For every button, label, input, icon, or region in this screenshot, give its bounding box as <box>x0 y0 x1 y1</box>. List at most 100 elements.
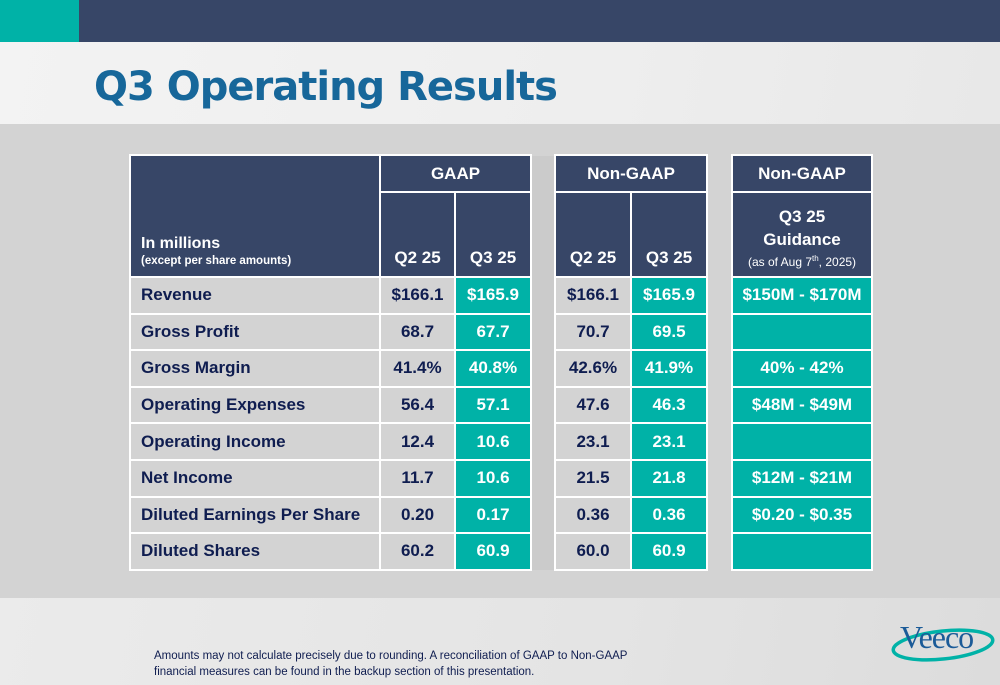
gaap-table-row: Operating Expenses 56.4 57.1 <box>129 385 532 425</box>
gaap-table-row: Gross Profit 68.7 67.7 <box>129 312 532 352</box>
guidance-value <box>731 422 873 461</box>
nongaap-table-row: 47.6 46.3 <box>554 385 709 425</box>
gaap-table-row: Operating Income 12.4 10.6 <box>129 422 532 461</box>
guidance-note-suffix: , 2025) <box>818 255 857 269</box>
guidance-table-row <box>731 312 873 352</box>
guidance-value: 40% - 42% <box>731 349 873 388</box>
nongaap-group-header: Non-GAAP <box>553 154 709 193</box>
page-title: Q3 Operating Results <box>94 64 558 110</box>
gaap-col-q2: Q2 25 <box>379 191 456 278</box>
guidance-table-row: 40% - 42% <box>731 349 873 388</box>
nongaap-table-row: 23.1 23.1 <box>554 422 709 461</box>
guidance-value <box>731 532 873 571</box>
gaap-table-row: Diluted Shares 60.2 60.9 <box>129 532 532 571</box>
guidance-table-row <box>731 422 873 461</box>
footer-band <box>0 598 1000 685</box>
guidance-value <box>731 312 873 352</box>
gaap-col-q3: Q3 25 <box>454 191 532 278</box>
guidance-value: $12M - $21M <box>731 458 873 498</box>
footnote-line-1: Amounts may not calculate precisely due … <box>154 650 628 662</box>
gaap-q3-value: 10.6 <box>454 422 532 461</box>
guidance-note-sup: th <box>812 254 819 263</box>
gaap-q3-value: 40.8% <box>454 349 532 388</box>
nongaap-q3-value: $165.9 <box>629 276 709 315</box>
nongaap-q3-value: 46.3 <box>629 385 709 425</box>
nongaap-q2-value: $166.1 <box>554 276 632 315</box>
label-header-main: In millions <box>141 235 221 252</box>
gaap-q3-value: 10.6 <box>454 458 532 498</box>
guidance-col-line1: Q3 25 <box>778 207 826 226</box>
row-label: Operating Income <box>129 422 381 461</box>
guidance-value: $150M - $170M <box>731 276 873 315</box>
nongaap-col-q2: Q2 25 <box>554 191 632 278</box>
gaap-q3-value: 0.17 <box>454 495 532 535</box>
table-gap <box>530 156 554 570</box>
gaap-table: In millions (except per share amounts) G… <box>129 154 532 571</box>
guidance-group-header: Non-GAAP <box>731 154 873 193</box>
nongaap-table-row: 60.0 60.9 <box>554 532 709 571</box>
guidance-table-row: $12M - $21M <box>731 458 873 498</box>
nongaap-q3-value: 69.5 <box>629 312 709 352</box>
guidance-table-row <box>731 532 873 571</box>
nongaap-q2-value: 60.0 <box>554 532 632 571</box>
gaap-q2-value: 56.4 <box>379 385 456 425</box>
label-header: In millions (except per share amounts) <box>129 154 381 278</box>
nongaap-table-row: 42.6% 41.9% <box>554 349 709 388</box>
gaap-q3-value: 60.9 <box>454 532 532 571</box>
gaap-q2-value: 0.20 <box>379 495 456 535</box>
nongaap-table-row: 0.36 0.36 <box>554 495 709 535</box>
nongaap-q3-value: 21.8 <box>629 458 709 498</box>
guidance-table: Non-GAAP Q3 25 Guidance (as of Aug 7th, … <box>731 154 873 571</box>
nongaap-q3-value: 23.1 <box>629 422 709 461</box>
row-label: Diluted Earnings Per Share <box>129 495 381 535</box>
gaap-group-header: GAAP <box>379 154 532 193</box>
gaap-q2-value: 41.4% <box>379 349 456 388</box>
guidance-note-prefix: (as of Aug 7 <box>747 255 812 269</box>
nongaap-q2-value: 42.6% <box>554 349 632 388</box>
nongaap-table-row: 21.5 21.8 <box>554 458 709 498</box>
guidance-col-note: (as of Aug 7th, 2025) <box>733 251 871 270</box>
gaap-q2-value: 60.2 <box>379 532 456 571</box>
gaap-table-row: Net Income 11.7 10.6 <box>129 458 532 498</box>
nongaap-q2-value: 47.6 <box>554 385 632 425</box>
top-accent-block <box>0 0 79 42</box>
nongaap-table-row: 70.7 69.5 <box>554 312 709 352</box>
gaap-q2-value: 68.7 <box>379 312 456 352</box>
nongaap-q2-value: 23.1 <box>554 422 632 461</box>
logo-text: Veeco <box>900 619 974 655</box>
gaap-table-row: Revenue $166.1 $165.9 <box>129 276 532 315</box>
nongaap-table: Non-GAAP Q2 25 Q3 25 $166.1 $165.9 70.7 69.… <box>553 154 709 571</box>
row-label: Gross Margin <box>129 349 381 388</box>
gaap-q2-value: $166.1 <box>379 276 456 315</box>
guidance-value: $48M - $49M <box>731 385 873 425</box>
veeco-logo: Veeco <box>888 615 998 670</box>
row-label: Gross Profit <box>129 312 381 352</box>
guidance-col-header: Q3 25 Guidance (as of Aug 7th, 2025) <box>731 191 873 278</box>
guidance-table-row: $150M - $170M <box>731 276 873 315</box>
nongaap-table-row: $166.1 $165.9 <box>554 276 709 315</box>
row-label: Operating Expenses <box>129 385 381 425</box>
guidance-col-line2: Guidance <box>763 230 841 249</box>
gaap-table-row: Diluted Earnings Per Share 0.20 0.17 <box>129 495 532 535</box>
veeco-swoosh-icon <box>891 628 995 662</box>
row-label: Diluted Shares <box>129 532 381 571</box>
nongaap-q2-value: 0.36 <box>554 495 632 535</box>
nongaap-q3-value: 60.9 <box>629 532 709 571</box>
label-header-sub: (except per share amounts) <box>141 255 292 267</box>
gaap-q2-value: 11.7 <box>379 458 456 498</box>
gaap-q2-value: 12.4 <box>379 422 456 461</box>
row-label: Net Income <box>129 458 381 498</box>
footnote: Amounts may not calculate precisely due … <box>154 648 627 680</box>
title-band <box>0 42 1000 124</box>
guidance-table-row: $48M - $49M <box>731 385 873 425</box>
nongaap-q2-value: 21.5 <box>554 458 632 498</box>
guidance-table-row: $0.20 - $0.35 <box>731 495 873 535</box>
nongaap-q3-value: 0.36 <box>629 495 709 535</box>
gaap-q3-value: $165.9 <box>454 276 532 315</box>
guidance-value: $0.20 - $0.35 <box>731 495 873 535</box>
row-label: Revenue <box>129 276 381 315</box>
nongaap-col-q3: Q3 25 <box>629 191 709 278</box>
gaap-q3-value: 67.7 <box>454 312 532 352</box>
nongaap-q2-value: 70.7 <box>554 312 632 352</box>
gaap-q3-value: 57.1 <box>454 385 532 425</box>
